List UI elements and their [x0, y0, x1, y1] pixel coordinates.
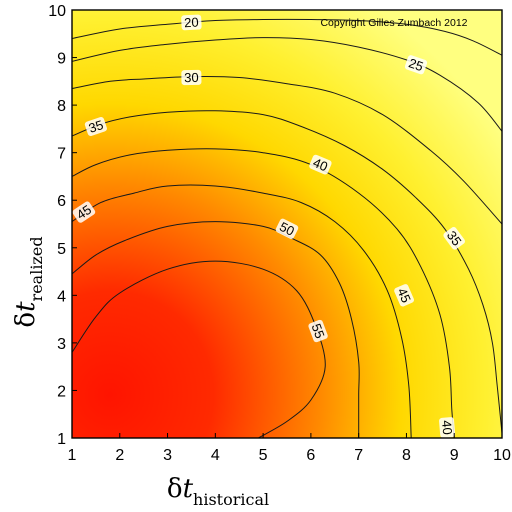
contour-line-35 [72, 110, 502, 434]
contour-label-text: 55 [309, 322, 328, 341]
x-axis-label-var: t [183, 474, 194, 504]
y-tick-label: 1 [57, 431, 66, 448]
contour-label-text: 35 [87, 117, 105, 136]
plot-frame [71, 9, 503, 439]
contour-label-box [394, 284, 415, 307]
x-tick-label: 2 [115, 447, 124, 464]
y-tick-label: 8 [57, 98, 66, 115]
y-tick-label: 6 [57, 193, 66, 210]
y-axis-label-var: t [11, 301, 41, 312]
contour-label-text: 45 [74, 202, 94, 223]
contour-label-box [181, 14, 202, 31]
copyright-watermark: Copyright Gilles Zumbach 2012 [320, 17, 467, 29]
contour-line-25 [72, 37, 502, 132]
contour-line-45 [72, 184, 412, 438]
contour-lines [72, 18, 502, 438]
x-axis-label-symbol: δ [167, 474, 183, 504]
y-tick-label: 4 [57, 288, 66, 305]
contour-label-40: 40 [309, 154, 332, 175]
contour-label-text: 30 [184, 70, 199, 85]
contour-label-55: 55 [308, 319, 328, 343]
contour-label-45-2: 45 [394, 284, 415, 307]
contour-label-box [308, 319, 328, 343]
contour-label-box [181, 69, 202, 86]
x-tick-label: 3 [163, 447, 172, 464]
contour-label-25: 25 [404, 55, 428, 75]
y-tick-label: 7 [57, 146, 66, 163]
contour-label-text: 50 [277, 219, 297, 239]
x-tick-label: 8 [402, 447, 411, 464]
contour-label-box [72, 201, 96, 223]
y-tick-label: 5 [57, 241, 66, 258]
contour-line-55 [72, 260, 326, 438]
x-tick-label: 4 [211, 447, 220, 464]
contour-labels: 20 25 30 35 35 40 40 45 45 50 55 [72, 14, 465, 438]
contour-label-text: 35 [444, 228, 465, 249]
x-tick-label: 5 [259, 447, 268, 464]
contour-label-text: 45 [394, 286, 414, 305]
y-axis-ticks: 1 2 3 4 5 6 7 8 9 10 [48, 3, 77, 448]
x-tick-label: 1 [68, 447, 77, 464]
contour-label-35: 35 [84, 117, 107, 136]
contour-label-box [84, 117, 107, 136]
contour-label-35-2: 35 [443, 226, 465, 250]
x-tick-label: 6 [306, 447, 315, 464]
y-axis-label: δtrealized [11, 236, 46, 327]
x-axis-label-subscript: historical [193, 490, 269, 509]
contour-line-40 [72, 148, 455, 438]
contour-label-text: 25 [407, 55, 426, 74]
y-tick-label: 3 [57, 336, 66, 353]
contour-label-20: 20 [181, 14, 202, 31]
y-tick-label: 9 [57, 51, 66, 68]
contour-line-20 [72, 18, 502, 56]
x-axis-ticks: 1 2 3 4 5 6 7 8 9 10 [68, 433, 511, 464]
contour-label-box [439, 417, 456, 438]
contour-label-30: 30 [181, 69, 202, 86]
x-tick-label: 10 [493, 447, 511, 464]
contour-label-40-2: 40 [439, 417, 456, 438]
contour-label-box [309, 154, 332, 175]
contour-label-box [404, 55, 428, 75]
contour-label-50: 50 [275, 218, 299, 239]
x-axis-label: δthistorical [167, 474, 269, 509]
contour-label-text: 20 [184, 15, 199, 31]
y-axis-label-subscript: realized [27, 236, 46, 301]
y-tick-label: 10 [48, 3, 66, 20]
y-tick-label: 2 [57, 383, 66, 400]
contour-line-30 [72, 75, 502, 225]
contour-label-box [275, 218, 299, 239]
svg-text:δthistorical: δthistorical [167, 474, 269, 509]
contour-label-45: 45 [72, 201, 96, 223]
x-tick-label: 7 [354, 447, 363, 464]
svg-text:δtrealized: δtrealized [11, 236, 46, 327]
x-tick-label: 9 [450, 447, 459, 464]
contour-label-text: 40 [439, 420, 455, 436]
contour-label-text: 40 [311, 155, 330, 174]
contour-label-box [443, 226, 465, 250]
y-axis-label-symbol: δ [11, 312, 41, 328]
